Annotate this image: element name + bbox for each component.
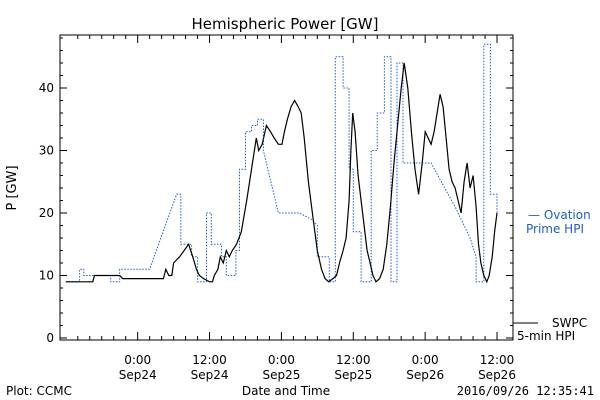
y-axis-ticks: 0 10 20 30 40 [39, 37, 513, 345]
x-tick-label-time: 0:00 [268, 353, 295, 367]
y-axis-label: P [GW] [5, 165, 20, 210]
plot-credit: Plot: CCMC [6, 384, 72, 398]
legend-swpc-line2: 5-min HPI [517, 329, 575, 343]
series-line-swpc-5min-hpi [65, 62, 498, 284]
x-tick-label-time: 12:00 [480, 353, 515, 367]
x-tick-label-time: 0:00 [412, 353, 439, 367]
series-layer [65, 43, 498, 284]
chart-title: Hemispheric Power [GW] [192, 15, 379, 33]
y-tick-label: 20 [39, 206, 54, 220]
legend-swpc-line1: SWPC [552, 316, 587, 330]
x-tick-label-time: 0:00 [124, 353, 151, 367]
series-line-ovation-prime-hpi [65, 43, 498, 283]
x-axis-ticks: 0:00Sep2412:00Sep240:00Sep2512:00Sep250:… [77, 35, 516, 382]
y-tick-label: 0 [46, 331, 54, 345]
y-tick-label: 40 [39, 81, 54, 95]
x-tick-label-time: 12:00 [336, 353, 371, 367]
plot-frame [59, 34, 514, 341]
y-tick-label: 10 [39, 269, 54, 283]
x-axis-label: Date and Time [242, 384, 330, 398]
x-tick-label-date: Sep24 [119, 368, 157, 382]
x-tick-label-date: Sep26 [478, 368, 516, 382]
x-tick-label-date: Sep24 [191, 368, 229, 382]
legend-ovation-line1: — Ovation [528, 208, 591, 222]
y-tick-label: 30 [39, 144, 54, 158]
legend-ovation-line2: Prime HPI [526, 222, 584, 236]
x-tick-label-date: Sep25 [262, 368, 300, 382]
x-tick-label-date: Sep25 [334, 368, 372, 382]
x-tick-label-time: 12:00 [192, 353, 227, 367]
plot-timestamp: 2016/09/26 12:35:41 [457, 384, 594, 398]
x-tick-label-date: Sep26 [406, 368, 444, 382]
